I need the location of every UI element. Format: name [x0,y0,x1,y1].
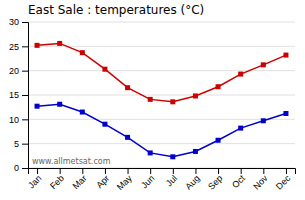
y-tick-label: 25 [9,42,19,52]
series-marker [261,118,266,123]
y-tick-mark [22,46,28,47]
x-tick-mark [173,168,174,174]
series-marker [238,72,243,77]
series-marker [80,50,85,55]
x-tick-label: Apr [94,173,111,190]
series-marker [170,99,175,104]
x-tick-mark [241,168,242,174]
y-tick-mark [22,168,28,169]
chart-container: 0 5 10 15 20 25 30 Jan Feb Mar AprMay Jun Jul Aug Sep O… [0,0,305,200]
y-tick-label: 0 [14,163,19,173]
y-tick-mark [22,22,28,23]
series-marker [35,43,40,48]
x-tick-mark [218,168,219,174]
x-tick: Dec [274,168,293,192]
x-tick: Feb [48,168,66,191]
series-marker [148,150,153,155]
y-tick-label: 10 [9,115,19,125]
x-tick-label: Sep [206,173,224,191]
x-tick-label: Jun [139,173,156,190]
x-tick-label: Oct [230,173,247,190]
series-marker [283,53,288,58]
x-tick: May [115,168,134,192]
y-tick-label: 15 [9,90,19,100]
series-marker [238,126,243,131]
grid-line [28,22,295,23]
y-tick-label: 30 [9,17,19,27]
y-tick: 30 [9,17,28,27]
x-tick-label: Aug [183,173,201,191]
x-tick-label: May [115,173,134,192]
series-marker [102,67,107,72]
series-marker [57,41,62,46]
x-tick-mark [286,168,287,174]
series-marker [35,104,40,109]
grid-line [28,143,295,144]
y-axis-line [22,23,29,169]
x-tick-mark [150,168,151,174]
series-marker [125,85,130,90]
series-line [37,104,286,157]
x-tick: Mar [71,168,89,191]
series-marker [80,110,85,115]
title: East Sale : temperatures (°C) [28,3,204,17]
y-tick: 15 [9,90,28,100]
y-tick-mark [22,95,28,96]
x-tick-label: Nov [251,173,270,192]
grid-line [28,95,295,96]
series-marker [193,149,198,154]
x-axis-line [29,169,296,175]
series-marker [57,102,62,107]
y-tick-label: 20 [9,66,19,76]
plot-area: 0 5 10 15 20 25 30 Jan Feb Mar AprMay Jun Jul Aug Sep O… [9,17,296,192]
series-marker [102,122,107,127]
x-tick: Jun [139,168,156,190]
y-tick-mark [22,71,28,72]
y-tick-mark [22,119,28,120]
y-tick-label: 5 [14,139,19,149]
x-tick-mark [37,168,38,174]
x-tick-mark [128,168,129,174]
y-tick: 0 [14,163,28,173]
x-tick-label: Mar [71,173,89,191]
x-tick: Sep [206,168,224,192]
x-tick-label: Dec [274,173,293,192]
series-marker [261,62,266,67]
y-tick: 25 [9,42,28,52]
y-tick: 20 [9,66,28,76]
x-tick-mark [60,168,61,174]
annotation: www.allmetsat.com [32,157,111,166]
series-group [35,41,289,159]
series-marker [216,84,221,89]
x-tick: Nov [251,168,270,192]
series-marker [216,138,221,143]
x-tick-mark [263,168,264,174]
x-tick: Oct [230,168,247,190]
y-tick: 5 [14,139,28,149]
series-marker [283,111,288,116]
x-tick-mark [195,168,196,174]
series-marker [170,154,175,159]
y-tick-mark [22,144,28,145]
y-axis: 0 5 10 15 20 25 30 [9,17,29,173]
grid-line [28,70,295,71]
series-line [37,43,286,101]
series-marker [125,135,130,140]
x-axis: Jan Feb Mar AprMay Jun Jul Aug Sep OctNovDec [26,168,295,192]
grid-line [28,119,295,120]
x-tick: Jul [164,168,179,188]
x-tick: Apr [94,168,111,190]
y-tick: 10 [9,115,28,125]
grid [28,22,295,168]
x-tick-label: Feb [48,173,66,191]
chart-svg: 0 5 10 15 20 25 30 Jan Feb Mar AprMay Jun Jul Aug Sep O… [0,0,305,200]
x-tick: Aug [183,168,201,192]
series-marker [193,93,198,98]
x-tick-mark [82,168,83,174]
x-tick-label: Jul [164,173,179,188]
series-marker [148,97,153,102]
x-tick: Jan [26,168,43,190]
x-tick-label: Jan [26,173,43,190]
x-tick-mark [105,168,106,174]
